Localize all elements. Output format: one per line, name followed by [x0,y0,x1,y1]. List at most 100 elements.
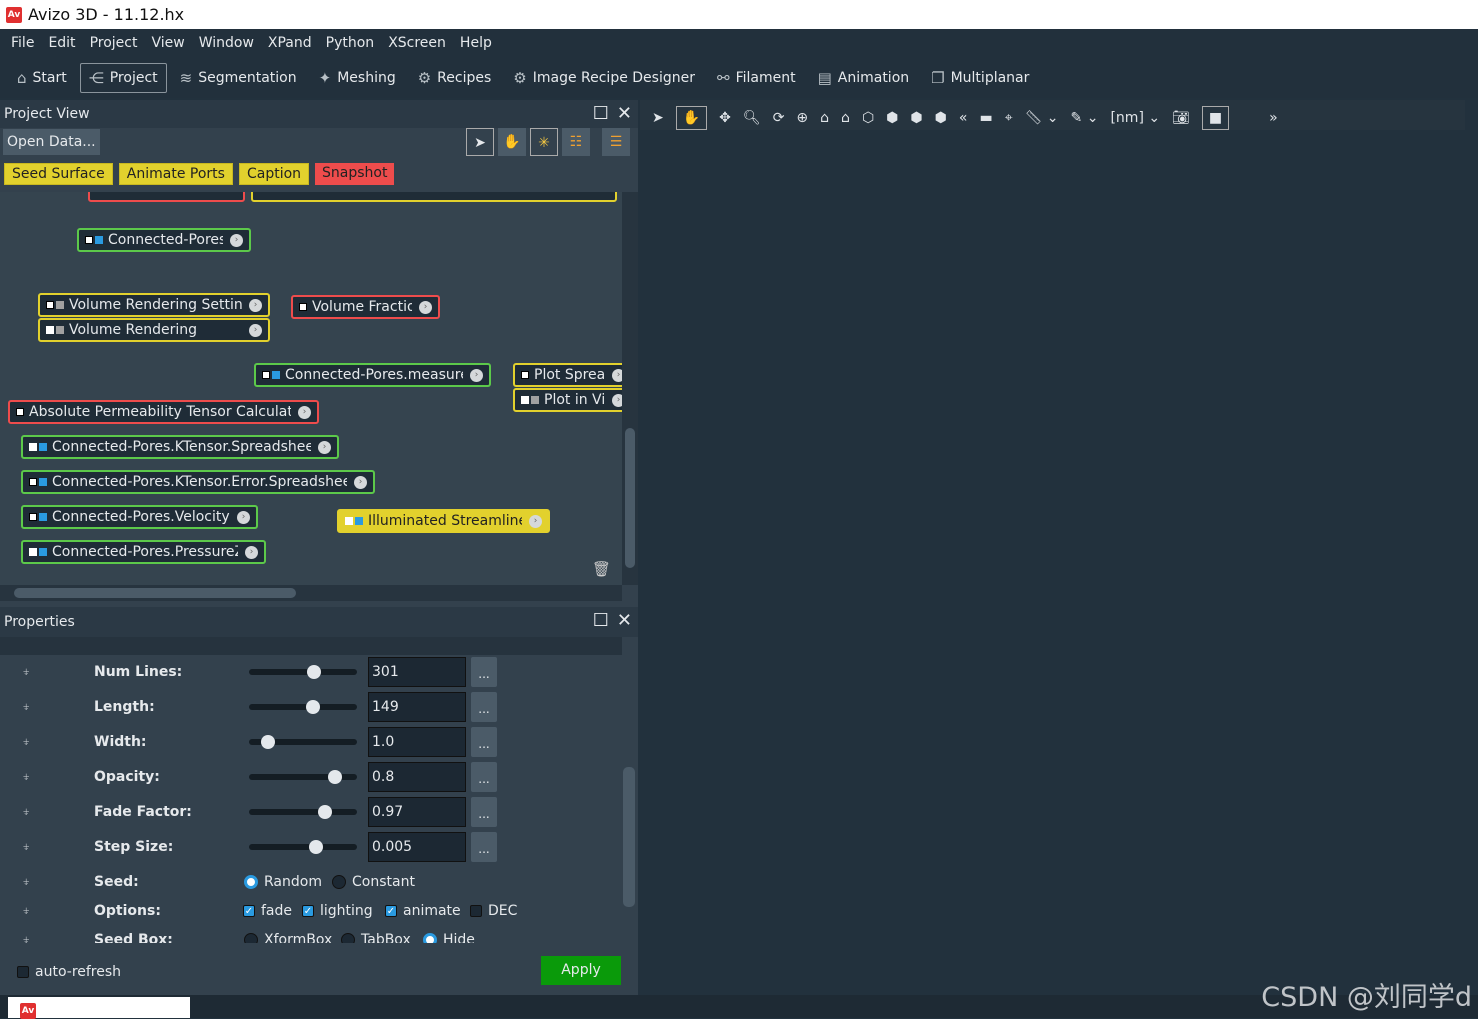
menu-window[interactable]: Window [198,35,254,51]
pointer-icon[interactable]: ➤ [466,128,494,156]
radio-button[interactable] [332,875,346,889]
radio-random[interactable]: Random [244,874,322,890]
property-slider[interactable] [249,735,357,749]
pin-icon[interactable]: ⍖ [22,839,31,855]
graph-horizontal-scrollbar[interactable] [0,585,622,601]
node-expand-icon[interactable]: › [318,440,331,454]
maximize-icon[interactable]: ☐ [592,103,609,124]
more-button[interactable]: ... [471,832,497,862]
property-slider[interactable] [249,665,357,679]
port-icon[interactable] [46,326,54,334]
more-button[interactable]: ... [471,762,497,792]
snapshot-icon[interactable]: 📷︎ [1172,110,1190,126]
checkbox[interactable]: ✓ [302,905,314,917]
graph-node[interactable]: Plot in Viewe › [513,388,622,412]
property-value-input[interactable]: 0.97 [368,797,466,827]
node-expand-icon[interactable]: › [298,405,311,419]
home-view-icon[interactable]: ⌂ [820,110,830,126]
node-expand-icon[interactable]: › [612,368,622,382]
pin-icon[interactable]: ⍖ [22,903,31,919]
list-view-icon[interactable]: ☰ [602,128,630,156]
option-animate[interactable]: ✓ animate [385,903,461,919]
node-expand-icon[interactable]: › [419,300,432,314]
slider-handle[interactable] [328,770,343,784]
slider-handle[interactable] [308,840,323,854]
property-value-input[interactable]: 149 [368,692,466,722]
toolbar-animation[interactable]: ▤ Animation [809,63,919,93]
slider-handle[interactable] [305,700,320,714]
node-expand-icon[interactable]: › [612,393,622,407]
toolbar-image-recipe-designer[interactable]: ⚙ Image Recipe Designer [504,63,704,93]
background-color-icon[interactable]: ■ [1201,106,1230,130]
graph-node[interactable]: Connected-Pores.measure* › [254,363,491,387]
more-tools-button[interactable]: » [1269,110,1278,126]
graph-node[interactable]: Volume Rendering Settings › [38,293,270,317]
seed-surface-button[interactable]: Seed Surface [4,163,113,185]
toolbar-start[interactable]: ⌂ Start [8,63,76,93]
graph-node[interactable]: Connected-Pores.PressureZ* › [21,540,266,564]
slider-handle[interactable] [317,805,332,819]
project-graph[interactable]: Connected-Pores* › Volume Rendering Settin… [0,192,622,585]
node-partial-top[interactable] [251,192,617,202]
option-dec[interactable]: DEC [470,903,517,919]
property-slider[interactable] [249,840,357,854]
property-slider[interactable] [249,805,357,819]
property-slider[interactable] [249,770,357,784]
option-fade[interactable]: ✓ fade [243,903,292,919]
animate-ports-button[interactable]: Animate Ports [118,163,233,185]
checkbox[interactable]: ✓ [243,905,255,917]
perspective-icon[interactable]: ▬ [979,110,993,126]
checkbox[interactable]: ✓ [385,905,397,917]
menu-xpand[interactable]: XPand [267,35,312,51]
node-expand-icon[interactable]: › [237,510,250,524]
menu-help[interactable]: Help [459,35,492,51]
graph-node[interactable]: Absolute Permeability Tensor Calculation… [8,400,319,424]
property-value-input[interactable]: 0.8 [368,762,466,792]
snapshot-button[interactable]: Snapshot [315,163,395,185]
close-icon[interactable]: ✕ [616,103,632,124]
pin-icon[interactable]: ⍖ [22,734,31,750]
rotate-back-icon[interactable]: « [958,110,968,126]
auto-layout-icon[interactable]: ✳ [530,128,558,156]
view-xz-icon[interactable]: ⬢ [910,110,923,126]
radio-xformbox[interactable]: XformBox [244,932,332,943]
collapse-icon[interactable] [299,303,307,311]
graph-node[interactable]: Connected-Pores.KTensor.Spreadsheet* › [21,435,339,459]
toolbar-segmentation[interactable]: ≋ Segmentation [171,63,306,93]
maximize-icon[interactable]: ☐ [592,610,609,631]
node-expand-icon[interactable]: › [529,514,542,528]
collapse-icon[interactable] [46,301,54,309]
port-icon[interactable] [531,396,539,404]
graph-node[interactable]: Connected-Pores.VelocityZ* › [21,505,258,529]
toolbar-recipes[interactable]: ⚙ Recipes [409,63,501,93]
property-slider[interactable] [249,700,357,714]
more-button[interactable]: ... [471,692,497,722]
unit-dropdown[interactable]: [nm] ⌄ [1110,110,1161,126]
color-picker-icon[interactable]: ✎ ⌄ [1070,110,1099,126]
pin-icon[interactable]: ⍖ [22,804,31,820]
pan-icon[interactable]: ✥ [719,110,731,126]
properties-scrollbar[interactable] [623,767,635,907]
view-yz-icon[interactable]: ⬢ [934,110,947,126]
set-home-icon[interactable]: ⌂ [841,110,850,126]
property-value-input[interactable]: 0.005 [368,832,466,862]
node-expand-icon[interactable]: › [249,323,262,337]
graph-node[interactable]: Plot Spreadsh › [513,363,622,387]
node-expand-icon[interactable]: › [230,233,243,247]
collapse-icon[interactable] [29,513,37,521]
port-icon[interactable] [355,517,363,525]
checkbox[interactable] [470,905,482,917]
node-expand-icon[interactable]: › [354,475,367,489]
graph-node[interactable]: Illuminated Streamlines › [337,509,550,533]
port-icon[interactable] [39,548,47,556]
graph-node[interactable]: Connected-Pores* › [77,228,251,252]
toolbar-filament[interactable]: ⚯ Filament [708,63,805,93]
port-icon[interactable] [29,548,37,556]
option-lighting[interactable]: ✓ lighting [302,903,373,919]
measure-icon[interactable]: 📏︎ ⌄ [1024,110,1059,126]
caption-button[interactable]: Caption [238,163,310,185]
pin-icon[interactable]: ⍖ [22,874,31,890]
rotate-icon[interactable]: ⟳ [772,110,785,126]
collapse-icon[interactable] [16,408,24,416]
apply-button[interactable]: Apply [541,956,621,985]
